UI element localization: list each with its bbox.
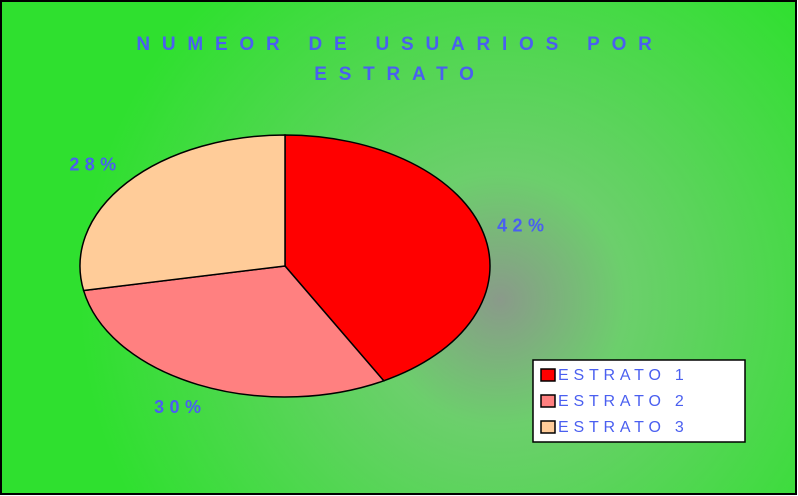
legend-swatch [540, 368, 556, 382]
pie-slice [79, 134, 286, 292]
pie-slice [284, 134, 491, 382]
data-label: 28% [69, 155, 121, 175]
legend-swatch [540, 394, 556, 408]
data-label: 30% [154, 397, 206, 417]
legend-box [532, 359, 746, 443]
legend-swatch [540, 420, 556, 434]
pie-slice [82, 265, 386, 398]
legend-label: ESTRATO 1 [558, 367, 689, 384]
data-label: 42% [497, 216, 549, 236]
legend-label: ESTRATO 3 [558, 419, 689, 436]
chart-title: NUMEOR DE USUARIOS POR ESTRATO [136, 34, 664, 85]
legend-label: ESTRATO 2 [558, 393, 689, 410]
